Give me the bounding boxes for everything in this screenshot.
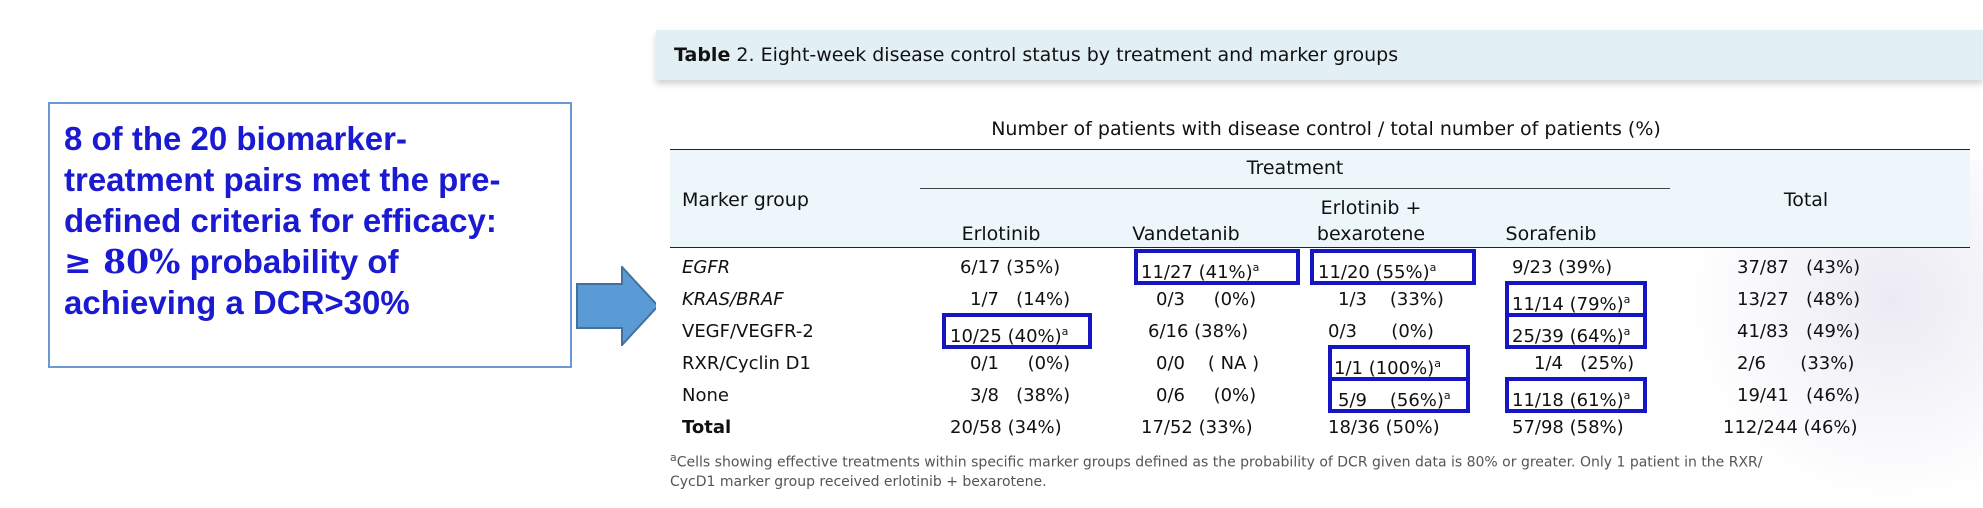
cell-rxr-total: 2/6 (33%) [1737, 353, 1855, 374]
col-header-erlotinib-plus: Erlotinib + [1320, 197, 1422, 219]
caption-label: Table [674, 44, 731, 66]
table-footnote: aCells showing effective treatments with… [670, 448, 1970, 492]
total-header: Total [1783, 189, 1829, 211]
table-subtitle: Number of patients with disease control … [991, 118, 1661, 140]
marker-group-header: Marker group [682, 189, 809, 211]
callout-line-2: treatment pairs met the pre- [64, 161, 501, 198]
efficacy-callout: 8 of the 20 biomarker- treatment pairs m… [48, 102, 572, 368]
table-panel: Table 2. Eight-week disease control stat… [656, 30, 1983, 508]
cell-rxr-sorafenib: 1/4 (25%) [1534, 353, 1635, 374]
cell-none-erlotinib: 3/8 (38%) [970, 385, 1071, 406]
cell-none-sorafenib: 11/18 (61%)a [1512, 389, 1631, 411]
caption-text: Eight-week disease control status by tre… [760, 44, 1399, 66]
highlight-egfr-vandetanib [1134, 249, 1300, 285]
col-header-vandetanib: Vandetanib [1132, 223, 1240, 245]
highlight-none-sorafenib [1505, 377, 1647, 413]
cell-kras-vandetanib: 0/3 (0%) [1156, 289, 1257, 310]
cell-egfr-vandetanib: 11/27 (41%)a [1141, 261, 1260, 283]
table-header-background [670, 150, 1970, 248]
row-marker-kras-braf: KRAS/BRAF [682, 289, 784, 310]
highlight-egfr-erlotinib-bexarotene [1310, 249, 1476, 285]
cell-none-erlotinib-bexarotene: 5/9 (56%)a [1338, 389, 1451, 411]
callout-line-5: achieving a DCR>30% [64, 284, 410, 321]
highlight-none-erlotinib-bexarotene [1328, 377, 1470, 413]
col-header-erlotinib: Erlotinib [961, 223, 1041, 245]
top-rule [670, 149, 1970, 150]
treatment-header: Treatment [1246, 157, 1344, 179]
row-marker-rxr: RXR/Cyclin D1 [682, 353, 811, 374]
cell-egfr-total: 37/87 (43%) [1737, 257, 1861, 278]
cell-total-total: 112/244 (46%) [1723, 417, 1858, 438]
cell-total-sorafenib: 57/98 (58%) [1512, 417, 1624, 438]
callout-line-3: defined criteria for efficacy: [64, 202, 497, 239]
col-header-sorafenib: Sorafenib [1505, 223, 1597, 245]
highlight-vegf-sorafenib [1505, 313, 1647, 349]
cell-kras-erlotinib-bexarotene: 1/3 (33%) [1338, 289, 1444, 310]
cell-vegf-erlotinib-bexarotene: 0/3 (0%) [1328, 321, 1434, 342]
cell-egfr-sorafenib: 9/23 (39%) [1512, 257, 1613, 278]
cell-kras-sorafenib: 11/14 (79%)a [1512, 293, 1631, 315]
cell-rxr-erlotinib-bexarotene: 1/1 (100%)a [1334, 357, 1441, 379]
cell-vegf-sorafenib: 25/39 (64%)a [1512, 325, 1631, 347]
table-caption: Table 2. Eight-week disease control stat… [656, 30, 1983, 80]
highlight-vegf-erlotinib [942, 313, 1092, 349]
highlight-kras-sorafenib [1505, 281, 1647, 317]
callout-line-4-rest: probability of [180, 243, 399, 280]
cell-total-erlotinib: 20/58 (34%) [950, 417, 1062, 438]
highlight-rxr-erlotinib-bexarotene [1328, 345, 1470, 381]
footnote-line-1: aCells showing effective treatments with… [670, 451, 1763, 471]
cell-total-vandetanib: 17/52 (33%) [1141, 417, 1253, 438]
cell-total-erlotinib-bexarotene: 18/36 (50%) [1328, 417, 1440, 438]
cell-rxr-erlotinib: 0/1 (0%) [970, 353, 1071, 374]
cell-egfr-erlotinib-bexarotene: 11/20 (55%)a [1318, 261, 1437, 283]
row-marker-none: None [682, 385, 729, 406]
callout-line-4: ≥ 80% probability of [64, 241, 560, 282]
row-marker-egfr: EGFR [682, 257, 731, 278]
cell-none-vandetanib: 0/6 (0%) [1156, 385, 1257, 406]
footnote-line-2: CycD1 marker group received erlotinib + … [670, 473, 1047, 490]
callout-threshold: ≥ 80% [64, 242, 181, 281]
row-marker-total: Total [682, 417, 732, 438]
cell-rxr-vandetanib: 0/0 ( NA ) [1156, 353, 1260, 374]
right-arrow-icon [576, 266, 660, 346]
row-marker-vegf: VEGF/VEGFR-2 [682, 321, 814, 342]
cell-kras-erlotinib: 1/7 (14%) [970, 289, 1071, 310]
caption-number: 2. [736, 44, 755, 66]
cell-vegf-vandetanib: 6/16 (38%) [1148, 321, 1249, 342]
cell-vegf-total: 41/83 (49%) [1737, 321, 1861, 342]
header-bottom-rule [670, 247, 1970, 248]
col-header-bexarotene: bexarotene [1316, 223, 1426, 245]
callout-line-1: 8 of the 20 biomarker- [64, 120, 407, 157]
cell-vegf-erlotinib: 10/25 (40%)a [950, 325, 1069, 347]
treatment-underline [920, 188, 1670, 189]
cell-none-total: 19/41 (46%) [1737, 385, 1861, 406]
cell-kras-total: 13/27 (48%) [1737, 289, 1861, 310]
cell-egfr-erlotinib: 6/17 (35%) [960, 257, 1061, 278]
